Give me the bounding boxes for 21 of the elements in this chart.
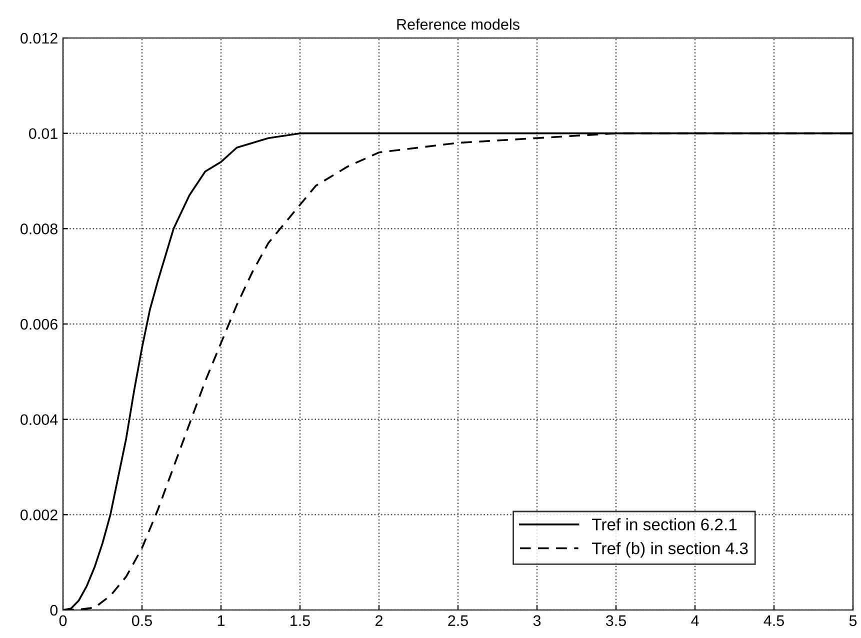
y-tick-label: 0.008 (20, 224, 58, 234)
x-tick-label: 2 (376, 615, 382, 626)
y-tick-label: 0 (50, 604, 58, 616)
legend-label: Tref in section 6.2.1 (592, 518, 737, 530)
x-tick-label: 5 (849, 615, 857, 626)
x-tick-label: 0 (59, 615, 67, 626)
x-tick-label: 0.5 (132, 615, 152, 626)
y-tick-label: 0.006 (20, 318, 58, 330)
chart-title: Reference models (397, 18, 520, 30)
y-tick-label: 0.012 (20, 32, 58, 44)
x-tick-label: 2.5 (448, 615, 468, 626)
y-tick-label: 0.004 (20, 414, 58, 426)
x-tick-label: 1.5 (290, 615, 310, 626)
y-tick-label: 0.01 (29, 128, 58, 140)
x-tick-label: 4 (691, 615, 699, 626)
legend-label: Tref (b) in section 4.3 (592, 542, 748, 558)
x-tick-label: 3 (533, 615, 541, 626)
x-tick-label: 3.5 (606, 615, 626, 626)
x-tick-label: 1 (218, 615, 225, 626)
x-tick-label: 4.5 (764, 615, 784, 626)
y-tick-label: 0.002 (20, 510, 58, 520)
